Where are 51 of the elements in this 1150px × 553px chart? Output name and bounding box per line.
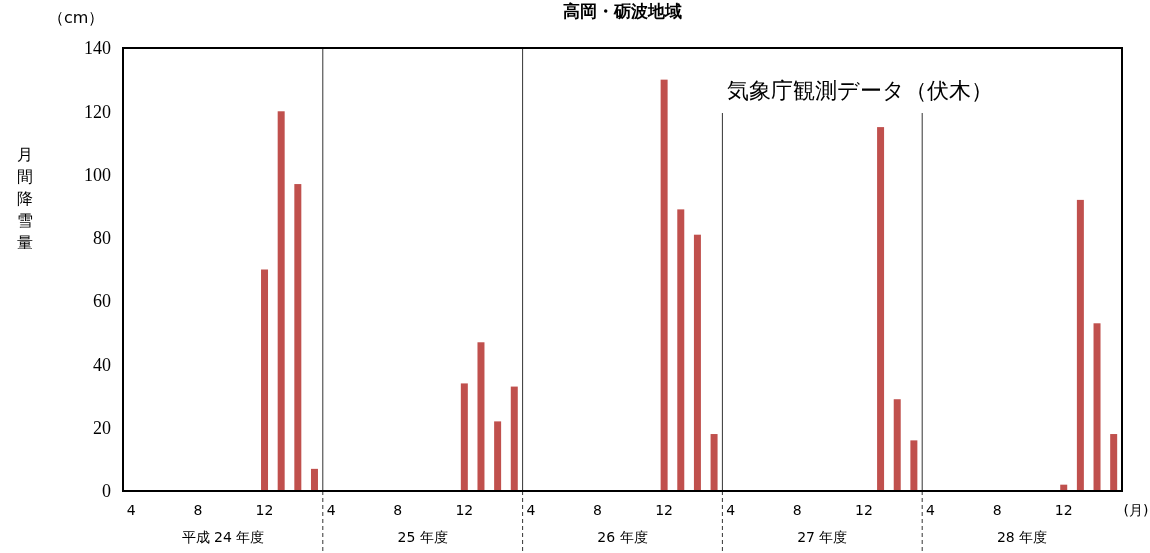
- text: （cm）: [48, 8, 105, 27]
- text: (月): [1123, 502, 1149, 518]
- bar: [460, 383, 468, 491]
- x-tick-label: 12: [1054, 502, 1073, 518]
- x-tick-label: 8: [593, 502, 602, 518]
- x-tick-label: 4: [326, 502, 336, 518]
- bar: [1076, 199, 1084, 491]
- bar: [710, 434, 718, 491]
- bar: [1093, 323, 1101, 491]
- text: 26 年度: [597, 529, 648, 545]
- y-tick-label: 20: [93, 418, 111, 439]
- y-tick-label: 40: [93, 354, 111, 375]
- bar: [294, 184, 302, 491]
- y-axis-title: 月間降雪量: [17, 145, 33, 252]
- text: 25 年度: [397, 529, 448, 545]
- y-tick-label: 120: [84, 101, 111, 122]
- x-tick-label: 4: [926, 502, 936, 518]
- bar: [693, 234, 701, 491]
- chart-title: 高岡・砺波地域: [562, 1, 682, 21]
- bar: [1110, 434, 1118, 491]
- y-tick-label: 0: [102, 481, 111, 502]
- bar: [877, 127, 885, 491]
- bar: [660, 79, 668, 491]
- text: 28 年度: [996, 529, 1048, 545]
- x-tick-label: 8: [193, 502, 203, 518]
- x-tick-label: 4: [126, 502, 136, 518]
- x-tick-label: 8: [992, 502, 1002, 518]
- bar: [910, 440, 918, 491]
- x-tick-label: 8: [393, 502, 403, 518]
- bar: [310, 468, 318, 491]
- bar: [510, 386, 518, 491]
- y-tick-label: 80: [93, 228, 111, 249]
- x-tick-label: 12: [455, 502, 474, 518]
- bar: [261, 269, 269, 491]
- y-tick-label: 100: [84, 164, 111, 185]
- text: 27 年度: [797, 529, 848, 545]
- bar: [677, 209, 685, 491]
- bar: [277, 111, 285, 491]
- bar: [477, 342, 485, 491]
- x-tick-label: 4: [726, 502, 736, 518]
- x-tick-label: 12: [655, 502, 674, 518]
- x-tick-label: 4: [526, 502, 536, 518]
- y-tick-label: 60: [93, 291, 111, 312]
- bar: [893, 399, 901, 491]
- x-tick-label: 8: [792, 502, 802, 518]
- x-tick-label: 12: [855, 502, 873, 518]
- annotation: 気象庁観測データ（伏木）: [727, 78, 993, 103]
- x-tick-label: 12: [255, 502, 274, 518]
- bar: [494, 421, 502, 491]
- text: 平成 24 年度: [181, 529, 265, 545]
- y-tick-label: 140: [84, 38, 111, 59]
